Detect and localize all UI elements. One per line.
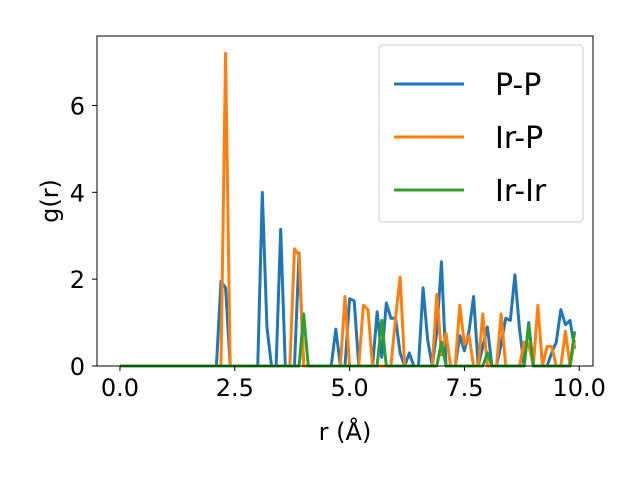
y-tick-label: 2 [70, 266, 85, 294]
x-tick-label: 2.5 [216, 374, 254, 402]
x-tick-label: 5.0 [331, 374, 369, 402]
y-axis-ticks: 0 2 4 6 [70, 92, 97, 381]
legend-label-ir-p: Ir-P [495, 121, 543, 156]
legend-label-ir-ir: Ir-Ir [495, 174, 547, 209]
y-tick-label: 4 [70, 179, 85, 207]
x-tick-label: 7.5 [445, 374, 483, 402]
plot-frame [96, 35, 594, 367]
x-tick-label: 10.0 [553, 374, 606, 402]
legend: P-P Ir-P Ir-Ir [378, 44, 584, 223]
y-axis-label: g(r) [36, 179, 64, 223]
y-tick-label: 0 [70, 353, 85, 381]
legend-label-p-p: P-P [495, 68, 541, 103]
x-axis-label: r (Å) [319, 417, 372, 446]
x-tick-label: 0.0 [101, 374, 139, 402]
y-tick-label: 6 [70, 92, 85, 120]
legend-box [378, 44, 584, 223]
x-axis-ticks: 0.0 2.5 5.0 7.5 10.0 [101, 366, 606, 402]
